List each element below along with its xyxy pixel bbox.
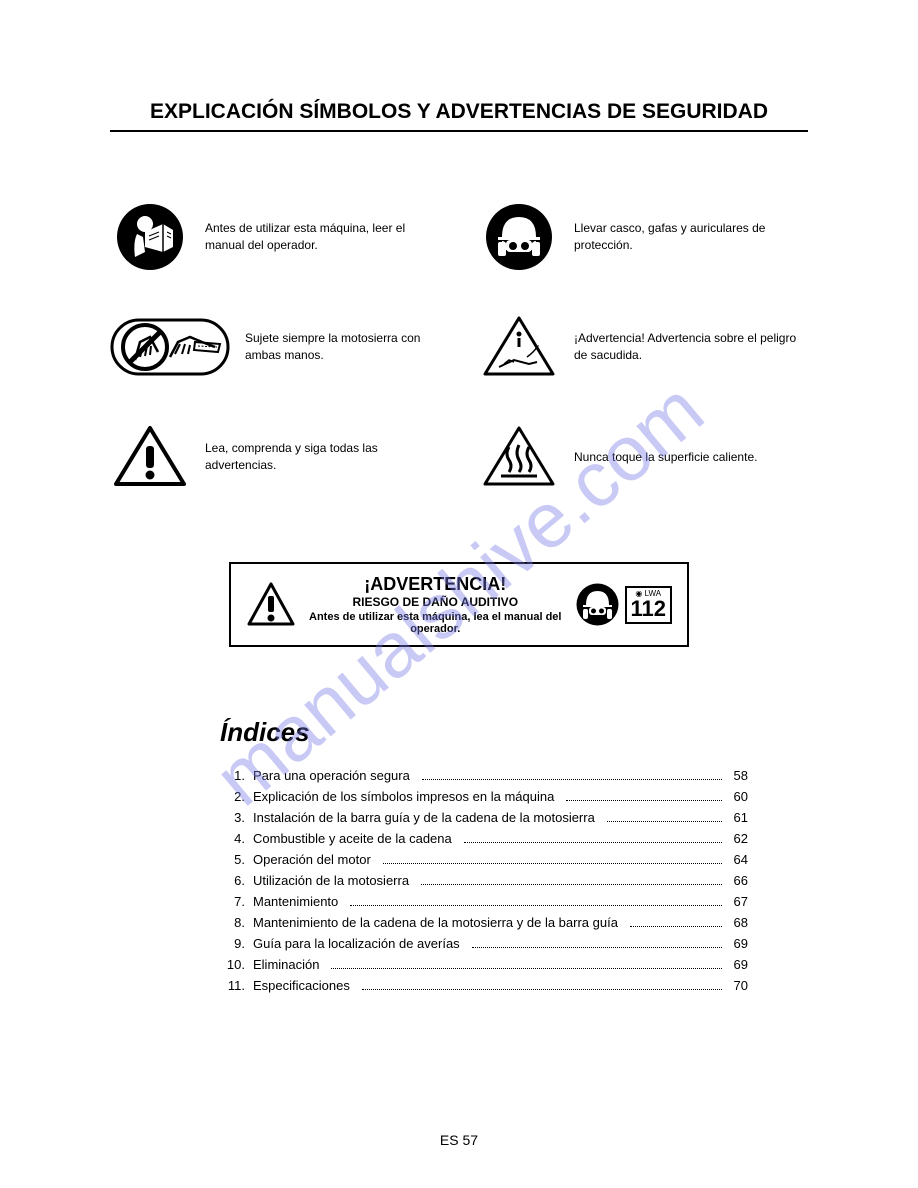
warning-text-block: ¡ADVERTENCIA! RIESGO DE DAÑO AUDITIVO An… <box>306 574 565 635</box>
symbol-text: Antes de utilizar esta máquina, leer el … <box>205 220 439 254</box>
noise-value: 112 <box>631 598 667 620</box>
read-manual-icon <box>110 202 190 272</box>
warning-icon <box>110 422 190 492</box>
toc-list: 1.Para una operación segura58 2.Explicac… <box>220 768 748 993</box>
warning-right-icons: ◉ LWA 112 <box>575 582 673 627</box>
symbol-text: ¡Advertencia! Advertencia sobre el pelig… <box>574 330 808 364</box>
toc-item: 2.Explicación de los símbolos impresos e… <box>220 789 748 804</box>
page-title: EXPLICACIÓN SÍMBOLOS Y ADVERTENCIAS DE S… <box>110 100 808 132</box>
kickback-icon <box>479 312 559 382</box>
indices-section: Índices 1.Para una operación segura58 2.… <box>110 717 808 993</box>
warning-caption: Antes de utilizar esta máquina, lea el m… <box>306 611 565 635</box>
helmet-icon <box>479 202 559 272</box>
symbols-grid: Antes de utilizar esta máquina, leer el … <box>110 202 808 492</box>
symbol-text: Llevar casco, gafas y auriculares de pro… <box>574 220 808 254</box>
warning-triangle-icon <box>246 580 296 630</box>
symbol-text: Lea, comprenda y siga todas las adverten… <box>205 440 439 474</box>
symbol-text: Nunca toque la superficie caliente. <box>574 449 757 466</box>
noise-level-box: ◉ LWA 112 <box>625 586 673 624</box>
toc-item: 3.Instalación de la barra guía y de la c… <box>220 810 748 825</box>
symbol-kickback: ¡Advertencia! Advertencia sobre el pelig… <box>479 312 808 382</box>
hot-surface-icon <box>479 422 559 492</box>
toc-item: 1.Para una operación segura58 <box>220 768 748 783</box>
symbol-warning: Lea, comprenda y siga todas las adverten… <box>110 422 439 492</box>
toc-item: 6.Utilización de la motosierra66 <box>220 873 748 888</box>
warning-subtitle: RIESGO DE DAÑO AUDITIVO <box>306 595 565 609</box>
indices-title: Índices <box>220 717 748 748</box>
symbol-hot-surface: Nunca toque la superficie caliente. <box>479 422 808 492</box>
helmet-small-icon <box>575 582 620 627</box>
two-hands-icon <box>110 312 230 382</box>
symbol-text: Sujete siempre la motosierra con ambas m… <box>245 330 439 364</box>
toc-item: 10.Eliminación69 <box>220 957 748 972</box>
toc-item: 9.Guía para la localización de averías69 <box>220 936 748 951</box>
toc-item: 4.Combustible y aceite de la cadena62 <box>220 831 748 846</box>
toc-item: 7.Mantenimiento67 <box>220 894 748 909</box>
symbol-two-hands: Sujete siempre la motosierra con ambas m… <box>110 312 439 382</box>
toc-item: 11.Especificaciones70 <box>220 978 748 993</box>
symbol-read-manual: Antes de utilizar esta máquina, leer el … <box>110 202 439 272</box>
toc-item: 5.Operación del motor64 <box>220 852 748 867</box>
page-number: ES 57 <box>0 1132 918 1148</box>
toc-item: 8.Mantenimiento de la cadena de la motos… <box>220 915 748 930</box>
warning-box: ¡ADVERTENCIA! RIESGO DE DAÑO AUDITIVO An… <box>229 562 689 647</box>
symbol-helmet: Llevar casco, gafas y auriculares de pro… <box>479 202 808 272</box>
warning-title: ¡ADVERTENCIA! <box>306 574 565 595</box>
